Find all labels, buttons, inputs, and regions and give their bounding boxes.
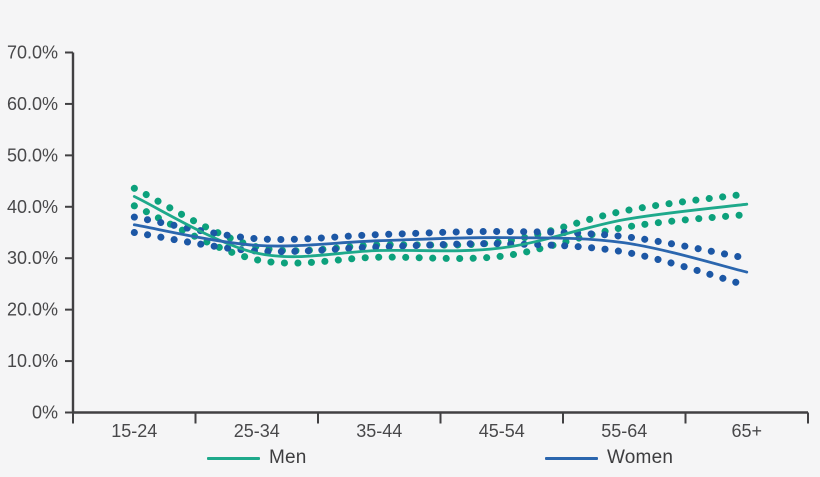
- y-tick-label: 70.0%: [7, 43, 58, 63]
- legend-item-men: Men: [207, 444, 307, 472]
- women-ci-upper-dots: [130, 213, 751, 262]
- x-tick-label: 65+: [731, 421, 762, 441]
- women-line: [132, 223, 749, 274]
- women-legend-label: Women: [607, 447, 674, 468]
- legend-item-women: Women: [545, 444, 673, 472]
- x-tick-label: 15-24: [111, 421, 157, 441]
- x-tick-label: 45-54: [479, 421, 525, 441]
- x-tick-label: 55-64: [601, 421, 647, 441]
- y-tick-label: 60.0%: [7, 94, 58, 114]
- y-tick-label: 20.0%: [7, 300, 58, 320]
- men-legend-swatch: [207, 456, 260, 460]
- chart-legend: Men Women: [0, 444, 820, 474]
- x-tick-label: 35-44: [356, 421, 402, 441]
- y-tick-label: 40.0%: [7, 197, 58, 217]
- men-line: [132, 195, 749, 259]
- y-tick-label: 50.0%: [7, 145, 58, 165]
- y-tick-label: 10.0%: [7, 351, 58, 371]
- y-tick-label: 30.0%: [7, 248, 58, 268]
- men-legend-label: Men: [269, 447, 307, 468]
- y-tick-label: 0%: [32, 403, 58, 423]
- x-tick-label: 25-34: [234, 421, 280, 441]
- men-ci-lower-dots: [130, 202, 751, 267]
- women-legend-swatch: [545, 456, 598, 460]
